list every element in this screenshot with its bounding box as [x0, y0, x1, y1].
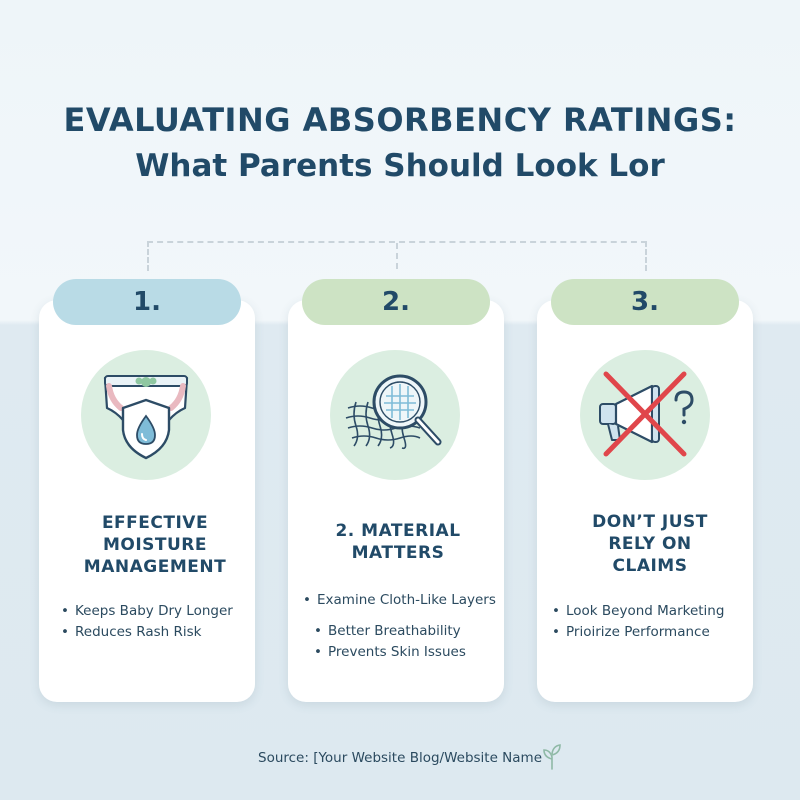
step-tab-2: 2. — [302, 279, 490, 325]
title-line-1: EVALUATING ABSORBENCY RATINGS: — [63, 101, 737, 139]
diaper-shield-icon — [103, 375, 189, 460]
heading-1-line-2: MOISTURE — [102, 535, 208, 555]
step-tab-3: 3. — [551, 279, 739, 325]
magnifying-glass-fabric-icon — [345, 374, 442, 450]
list-item: Prioirize Performance — [552, 622, 724, 643]
bullet-list-3: Look Beyond Marketing Prioirize Performa… — [552, 601, 724, 643]
card-heading-3: DON’T JUST RELY ON CLAIMS — [545, 511, 755, 577]
title-line-2: What Parents Should Look Lor — [135, 148, 665, 184]
icon-circle-3 — [580, 350, 710, 480]
card-heading-2: 2. MATERIAL MATTERS — [290, 520, 506, 564]
heading-1-line-3: MANAGEMENT — [83, 557, 227, 577]
icon-circle-2 — [330, 350, 460, 480]
heading-1-line-1: EFFECTIVE — [101, 513, 209, 533]
source-credit: Source: [Your Website Blog/Website Name — [258, 750, 543, 766]
infographic-title: EVALUATING ABSORBENCY RATINGS: What Pare… — [0, 100, 800, 188]
list-item: Keeps Baby Dry Longer — [61, 601, 233, 622]
bullet-list-1: Keeps Baby Dry Longer Reduces Rash Risk — [61, 601, 233, 643]
heading-3-line-3: CLAIMS — [612, 556, 688, 576]
leaf-icon — [543, 744, 561, 770]
connector-lines — [147, 241, 647, 271]
bullet-list-2b: Better Breathability Prevents Skin Issue… — [314, 621, 466, 663]
list-item: Examine Cloth-Like Layers — [303, 590, 496, 611]
crossed-megaphone-icon — [599, 371, 694, 457]
list-item: Look Beyond Marketing — [552, 601, 724, 622]
heading-2-line-2: MATTERS — [351, 543, 445, 563]
connector-middle-line — [396, 243, 398, 269]
card-heading-1: EFFECTIVE MOISTURE MANAGEMENT — [60, 512, 250, 578]
list-item: Better Breathability — [314, 621, 466, 642]
icon-circle-1 — [81, 350, 211, 480]
step-tab-1: 1. — [53, 279, 241, 325]
list-item: Reduces Rash Risk — [61, 622, 233, 643]
heading-3-line-1: DON’T JUST — [592, 512, 708, 532]
heading-2-line-1: 2. MATERIAL — [335, 521, 461, 541]
heading-3-line-2: RELY ON — [608, 534, 692, 554]
list-item: Prevents Skin Issues — [314, 642, 466, 663]
bullet-list-2a: Examine Cloth-Like Layers — [303, 590, 496, 611]
